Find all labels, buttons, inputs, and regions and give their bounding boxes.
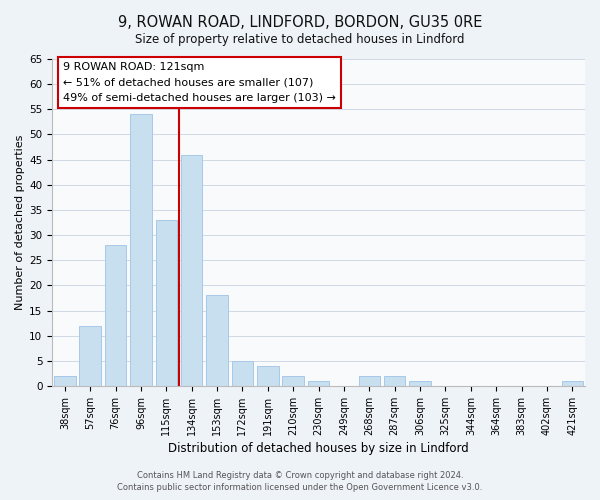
Bar: [359, 376, 380, 386]
Bar: [308, 381, 329, 386]
Bar: [79, 326, 101, 386]
Bar: [130, 114, 152, 386]
Bar: [54, 376, 76, 386]
Bar: [206, 296, 228, 386]
Bar: [257, 366, 278, 386]
Bar: [105, 245, 127, 386]
Bar: [283, 376, 304, 386]
Bar: [232, 361, 253, 386]
Text: 9, ROWAN ROAD, LINDFORD, BORDON, GU35 0RE: 9, ROWAN ROAD, LINDFORD, BORDON, GU35 0R…: [118, 15, 482, 30]
Text: Size of property relative to detached houses in Lindford: Size of property relative to detached ho…: [135, 32, 465, 46]
Text: Contains HM Land Registry data © Crown copyright and database right 2024.
Contai: Contains HM Land Registry data © Crown c…: [118, 471, 482, 492]
Bar: [384, 376, 406, 386]
Bar: [155, 220, 177, 386]
Bar: [562, 381, 583, 386]
X-axis label: Distribution of detached houses by size in Lindford: Distribution of detached houses by size …: [168, 442, 469, 455]
Y-axis label: Number of detached properties: Number of detached properties: [15, 135, 25, 310]
Text: 9 ROWAN ROAD: 121sqm
← 51% of detached houses are smaller (107)
49% of semi-deta: 9 ROWAN ROAD: 121sqm ← 51% of detached h…: [63, 62, 335, 104]
Bar: [409, 381, 431, 386]
Bar: [181, 154, 202, 386]
